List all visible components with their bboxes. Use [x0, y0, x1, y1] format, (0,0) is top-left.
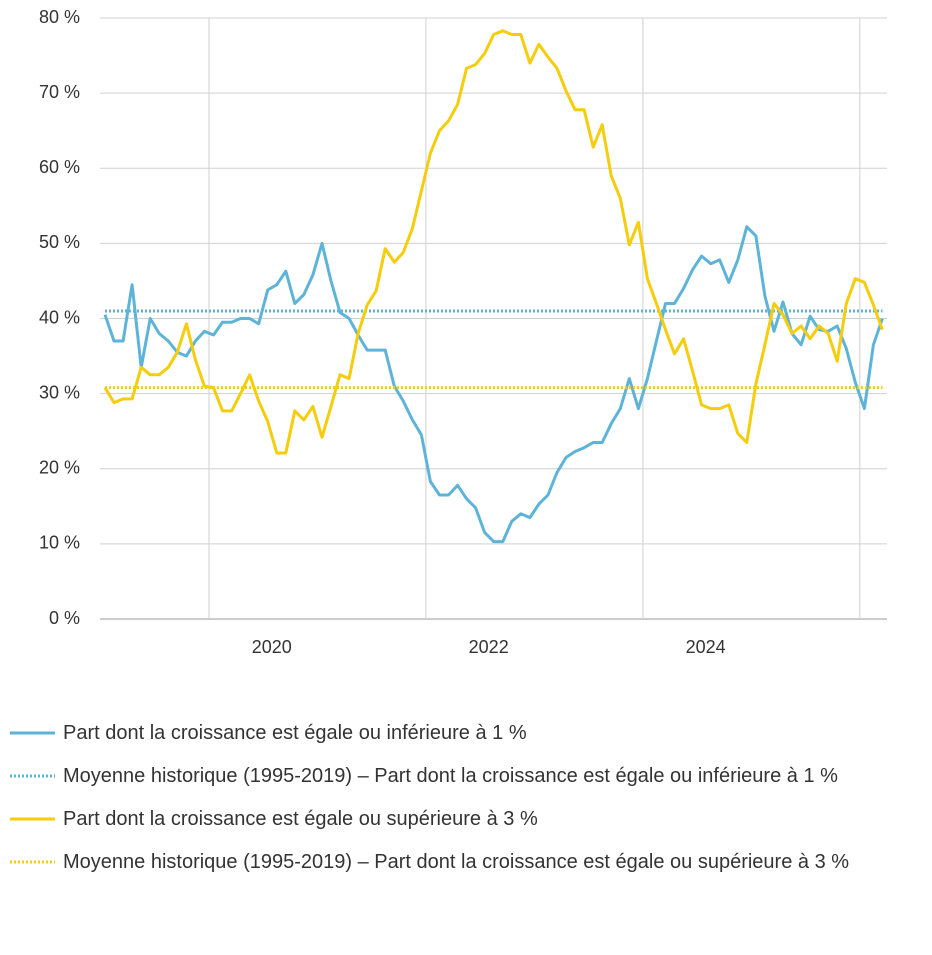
series-line: [103, 225, 884, 544]
y-tick-label: 80 %: [39, 7, 80, 27]
legend-entry: Part dont la croissance est égale ou inf…: [0, 720, 932, 746]
x-tick-label: 2022: [469, 637, 509, 657]
legend-entry: Moyenne historique (1995-2019) – Part do…: [0, 849, 932, 875]
legend-icon: [10, 774, 55, 778]
x-tick-label: 2020: [252, 637, 292, 657]
y-tick-label: 10 %: [39, 533, 80, 553]
y-tick-label: 40 %: [39, 307, 80, 327]
series-line: [103, 29, 884, 455]
legend-icon: [10, 817, 55, 821]
legend-entry: Part dont la croissance est égale ou sup…: [0, 806, 932, 832]
y-tick-label: 20 %: [39, 458, 80, 478]
legend: Part dont la croissance est égale ou inf…: [0, 720, 932, 892]
legend-label: Moyenne historique (1995-2019) – Part do…: [63, 851, 850, 873]
y-tick-label: 70 %: [39, 82, 80, 102]
x-tick-label: 2024: [686, 637, 726, 657]
y-tick-label: 50 %: [39, 232, 80, 252]
legend-icon: [10, 860, 55, 864]
legend-label: Part dont la croissance est égale ou sup…: [63, 808, 538, 830]
y-tick-label: 30 %: [39, 382, 80, 402]
y-tick-label: 60 %: [39, 157, 80, 177]
y-tick-label: 0 %: [49, 608, 80, 628]
legend-icon: [10, 731, 55, 735]
legend-label: Part dont la croissance est égale ou inf…: [63, 722, 527, 744]
legend-label: Moyenne historique (1995-2019) – Part do…: [63, 765, 838, 787]
chart: 0 % 10 % 20 % 30 % 40 % 50 % 60 % 70 % 80 % 2020 2…: [39, 7, 887, 657]
legend-entry: Moyenne historique (1995-2019) – Part do…: [0, 763, 932, 789]
